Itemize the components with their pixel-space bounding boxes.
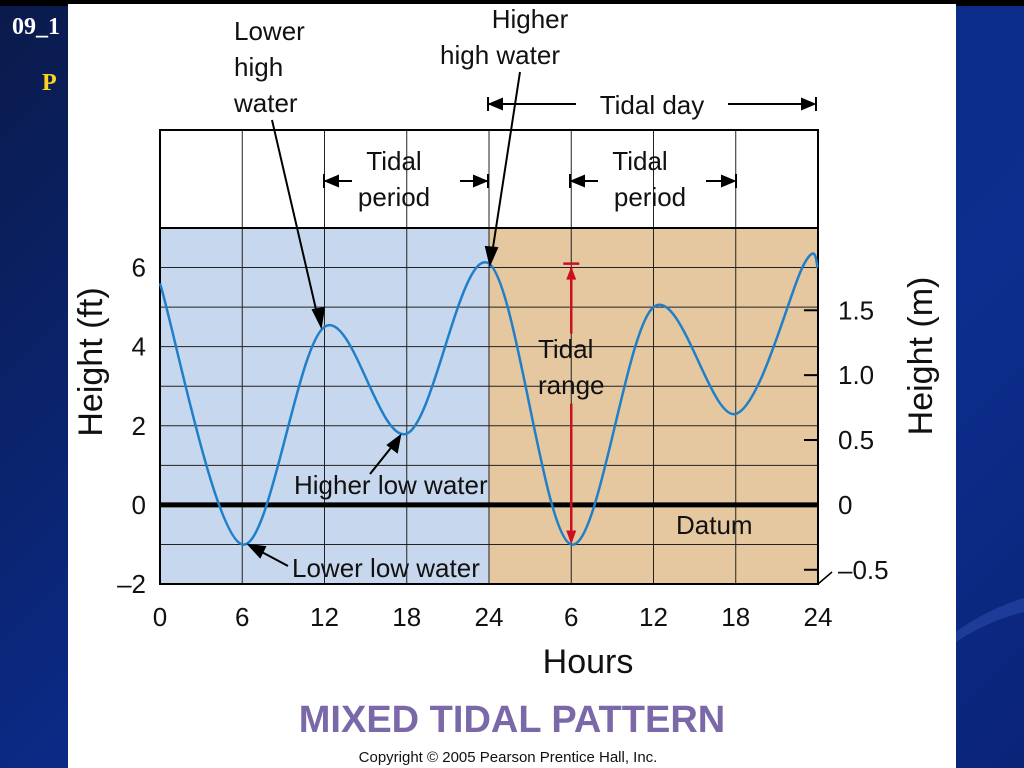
right-tick-label: 1.5 — [838, 295, 874, 325]
copyright-text: Copyright © 2005 Pearson Prentice Hall, … — [359, 749, 658, 766]
x-axis-label: Hours — [543, 643, 634, 681]
right-tick-label: 0.5 — [838, 425, 874, 455]
y-axis-label: Height (ft) — [72, 287, 110, 436]
tidal-range-arrow — [563, 262, 580, 545]
label-higher-high-water-2: high water — [440, 40, 560, 70]
label-tidal-period-1a: Tidal — [366, 146, 421, 176]
range-head-bottom — [566, 530, 577, 545]
label-tidal-range-1: Tidal — [538, 334, 593, 364]
label-higher-low-water: Higher low water — [294, 470, 488, 500]
right-axis-break — [817, 571, 833, 585]
tide-curve-series — [158, 252, 820, 546]
slide-top-bar — [0, 0, 1024, 6]
pointer-arrows — [246, 71, 521, 567]
label-higher-high-water-1: Higher — [492, 4, 569, 34]
y-tick-label: 4 — [132, 332, 146, 362]
x-tick-label: 12 — [639, 602, 668, 632]
label-tidal-range-2: range — [538, 370, 605, 400]
slide-code: 09_1 — [12, 14, 60, 40]
label-tidal-period-2b: period — [614, 182, 686, 212]
tidal-period-1-arrows — [323, 174, 489, 188]
label-tidal-period-2a: Tidal — [612, 146, 667, 176]
label-tidal-period-1b: period — [358, 182, 430, 212]
label-datum: Datum — [676, 510, 753, 540]
label-tidal-day: Tidal day — [600, 90, 705, 120]
y-tick-label: –2 — [117, 569, 146, 599]
right-tick-label: 0 — [838, 490, 852, 520]
x-tick-label: 18 — [392, 602, 421, 632]
x-tick-label: 0 — [153, 602, 167, 632]
x-tick-label: 12 — [310, 602, 339, 632]
right-axis-label: Height (m) — [902, 277, 940, 436]
tidal-figure: –2 0 2 4 6 0 6 12 18 24 6 12 18 24 –0.5 0 0.5 1.0 1.5 Ho… — [68, 4, 956, 768]
x-tick-label: 6 — [235, 602, 249, 632]
label-lower-low-water: Lower low water — [292, 553, 480, 583]
x-tick-label: 24 — [804, 602, 833, 632]
tidal-day-arrows — [487, 97, 817, 111]
figure-title: MIXED TIDAL PATTERN — [299, 699, 725, 741]
label-lower-high-water-3: water — [233, 88, 298, 118]
background-swoosh — [944, 598, 1024, 646]
tidal-period-2-arrows — [569, 174, 737, 188]
y-tick-label: 6 — [132, 253, 146, 283]
x-tick-label: 18 — [721, 602, 750, 632]
x-tick-label: 6 — [564, 602, 578, 632]
x-tick-label: 24 — [475, 602, 504, 632]
y-tick-label: 0 — [132, 490, 146, 520]
y-tick-label: 2 — [132, 411, 146, 441]
right-tick-label: –0.5 — [838, 555, 889, 585]
label-lower-high-water-2: high — [234, 52, 283, 82]
slide-title-letter: P — [42, 70, 57, 96]
label-lower-high-water-1: Lower — [234, 16, 305, 46]
range-head-top — [566, 266, 577, 280]
right-tick-label: 1.0 — [838, 360, 874, 390]
plot-frame — [159, 227, 819, 585]
